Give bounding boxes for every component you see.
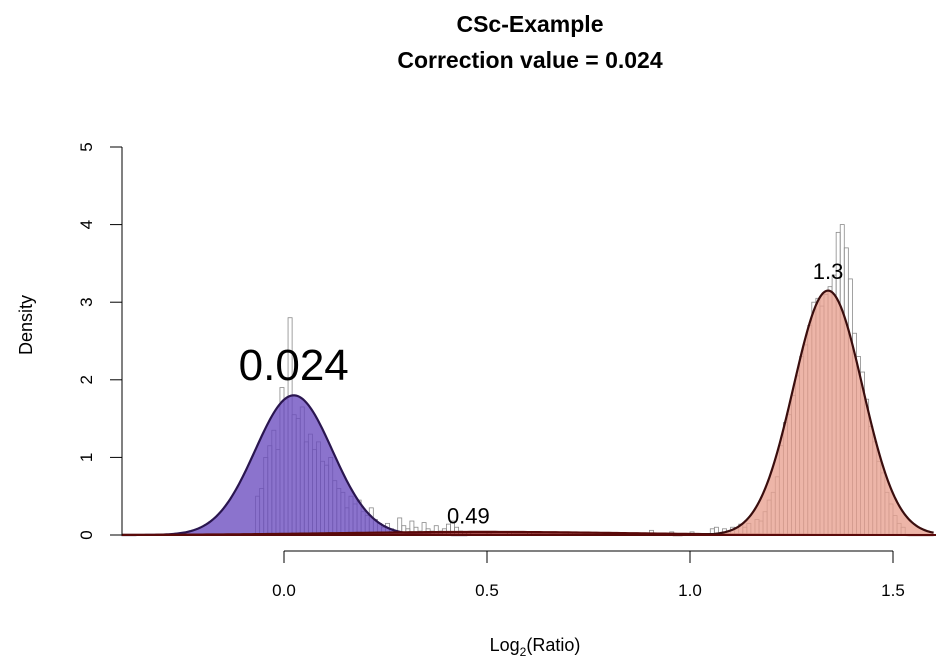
x-tick-label: 1.0 bbox=[678, 581, 702, 600]
y-tick-label: 5 bbox=[77, 142, 96, 151]
peak-labels: 0.024 0.49 1.3 bbox=[239, 259, 844, 528]
chart-title: CSc-Example bbox=[456, 11, 603, 37]
y-axis: 0 1 2 3 4 5 bbox=[77, 142, 123, 540]
density-curves bbox=[121, 289, 936, 537]
density-fill-1 bbox=[121, 395, 468, 535]
peak-label: 0.024 bbox=[239, 341, 349, 390]
peak-label: 0.49 bbox=[447, 503, 490, 528]
density-curve-3 bbox=[672, 289, 934, 537]
y-tick-label: 0 bbox=[77, 530, 96, 539]
chart-subtitle: Correction value = 0.024 bbox=[397, 47, 662, 73]
y-tick-label: 3 bbox=[77, 297, 96, 306]
y-tick-label: 2 bbox=[77, 375, 96, 384]
peak-label: 1.3 bbox=[813, 259, 844, 284]
y-tick-label: 1 bbox=[77, 453, 96, 462]
x-axis-label: Log2(Ratio) bbox=[490, 635, 581, 659]
x-axis: 0.0 0.5 1.0 1.5 bbox=[272, 550, 905, 600]
x-tick-label: 0.5 bbox=[475, 581, 499, 600]
x-tick-label: 1.5 bbox=[881, 581, 905, 600]
density-fill-3 bbox=[672, 290, 934, 535]
x-tick-label: 0.0 bbox=[272, 581, 296, 600]
y-axis-label: Density bbox=[16, 295, 36, 355]
y-tick-label: 4 bbox=[77, 220, 96, 229]
